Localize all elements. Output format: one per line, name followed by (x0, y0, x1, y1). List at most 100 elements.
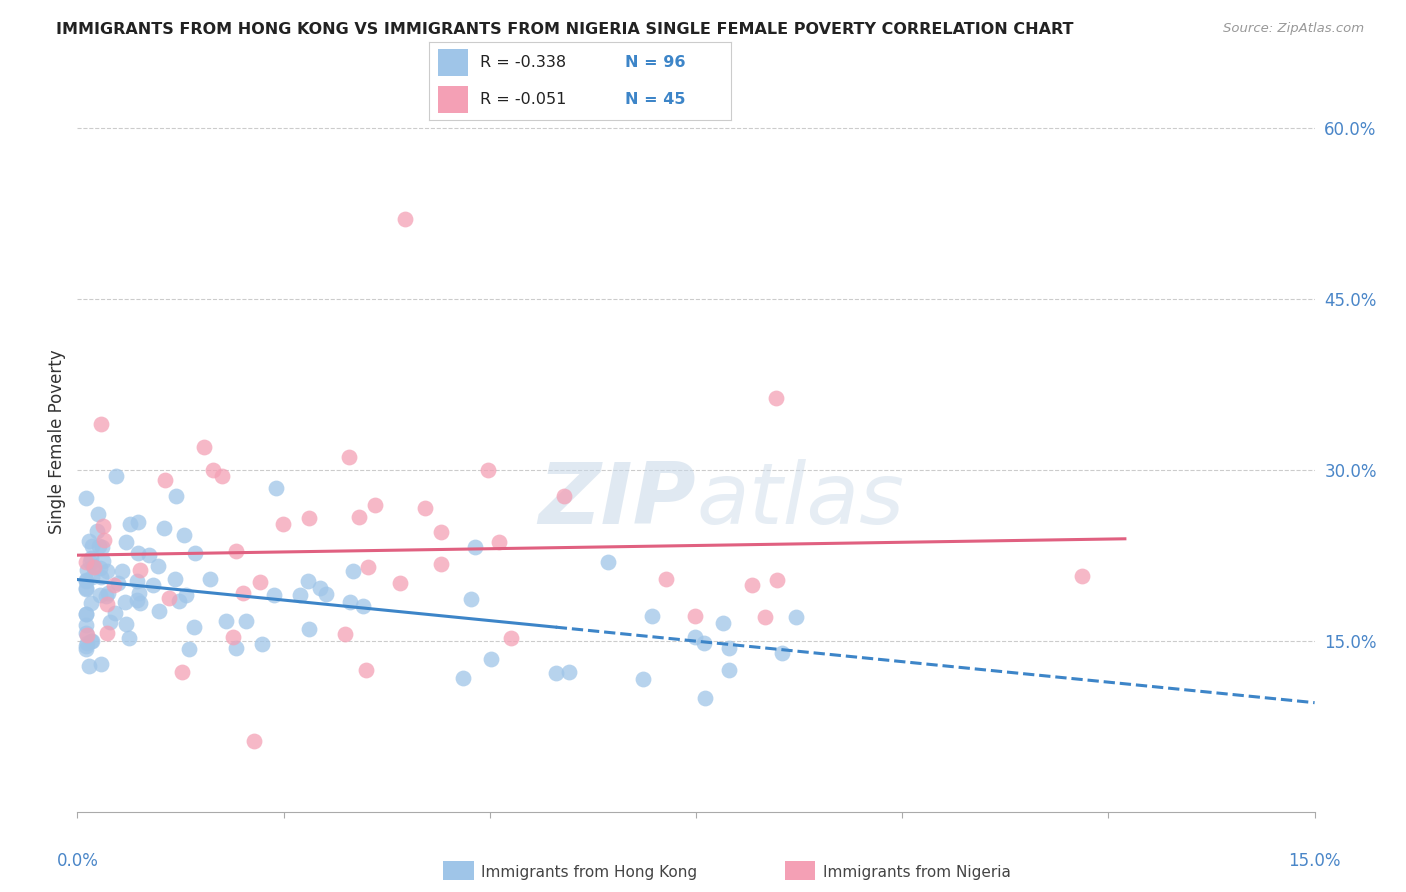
Point (114, 595, 136, 609)
Text: Source: ZipAtlas.com: Source: ZipAtlas.com (1223, 22, 1364, 36)
Point (770, 646, 793, 660)
Point (202, 463, 225, 477)
Point (765, 392, 787, 406)
Point (222, 631, 245, 645)
Point (87, 507, 110, 521)
Point (347, 509, 370, 524)
Y-axis label: Single Female Poverty: Single Female Poverty (48, 350, 66, 533)
Point (654, 572, 676, 586)
Point (75, 607, 97, 621)
Point (198, 572, 221, 586)
Point (148, 604, 170, 618)
Point (741, 578, 763, 592)
Point (75, 641, 97, 656)
Point (138, 548, 160, 562)
Point (183, 619, 205, 633)
Point (97, 586, 120, 600)
Point (80, 633, 103, 648)
Point (91, 554, 114, 568)
Point (176, 588, 198, 602)
Point (1070, 569, 1092, 583)
Point (75, 618, 97, 632)
Point (225, 641, 247, 656)
Point (114, 616, 136, 631)
Point (165, 489, 187, 503)
Point (693, 636, 716, 650)
Point (153, 473, 176, 487)
Point (394, 212, 416, 227)
Text: N = 45: N = 45 (626, 92, 686, 107)
Text: 15.0%: 15.0% (1288, 853, 1341, 871)
Point (685, 630, 707, 644)
Point (717, 663, 740, 677)
Point (315, 587, 337, 601)
Point (127, 546, 149, 560)
Bar (437, 86, 468, 112)
Point (80, 539, 103, 553)
Point (75, 574, 97, 588)
Point (75, 640, 97, 654)
Point (83, 560, 105, 574)
Point (96, 589, 118, 603)
Point (342, 564, 364, 578)
Point (89, 588, 111, 602)
Point (211, 468, 233, 483)
Point (167, 594, 190, 608)
Point (546, 666, 568, 681)
Text: atlas: atlas (696, 459, 904, 542)
Point (364, 498, 387, 512)
Point (557, 665, 579, 679)
Point (115, 535, 138, 549)
Point (339, 595, 361, 609)
Point (389, 575, 412, 590)
Point (128, 563, 150, 577)
Point (717, 641, 740, 656)
Point (96, 597, 118, 611)
Point (235, 614, 257, 628)
Point (107, 576, 129, 591)
Text: R = -0.051: R = -0.051 (481, 92, 567, 107)
Point (354, 663, 377, 677)
Point (430, 524, 453, 539)
Text: 0.0%: 0.0% (56, 853, 98, 871)
Point (553, 489, 575, 503)
Point (127, 515, 149, 529)
Point (118, 631, 141, 645)
Point (77, 658, 100, 673)
Point (352, 599, 374, 613)
Point (91, 519, 114, 533)
Point (80, 570, 103, 584)
Point (357, 560, 380, 574)
Point (765, 573, 787, 587)
Point (90, 657, 112, 672)
Point (633, 673, 655, 687)
Point (157, 591, 180, 605)
Point (75, 574, 97, 588)
Point (125, 593, 148, 607)
Point (128, 596, 150, 610)
Point (103, 577, 125, 591)
Text: R = -0.338: R = -0.338 (481, 54, 567, 70)
Text: Immigrants from Hong Kong: Immigrants from Hong Kong (481, 865, 697, 880)
Point (785, 610, 807, 624)
Point (77, 534, 100, 549)
Point (337, 450, 360, 465)
Point (76, 636, 98, 650)
Point (413, 500, 436, 515)
Point (252, 637, 274, 651)
Point (451, 671, 474, 685)
Point (79, 596, 101, 610)
Point (148, 558, 170, 573)
Point (501, 631, 523, 645)
Point (711, 615, 734, 630)
Point (288, 588, 311, 602)
Point (98, 615, 121, 629)
Text: N = 96: N = 96 (626, 54, 686, 70)
Point (93, 533, 115, 548)
Point (104, 606, 127, 620)
Point (225, 543, 247, 558)
Point (193, 440, 215, 454)
Text: ZIP: ZIP (538, 459, 696, 542)
Point (263, 588, 285, 602)
Point (75, 625, 97, 640)
